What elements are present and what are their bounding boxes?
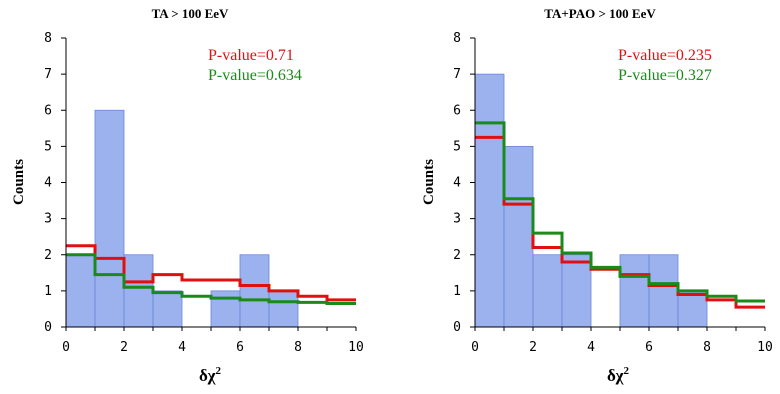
y-tick-label: 6 — [44, 103, 52, 118]
x-tick-label: 2 — [120, 340, 128, 355]
histogram-bar — [152, 290, 183, 328]
x-axis-label-superscript: 2 — [623, 365, 629, 377]
series-line-2 — [66, 253, 356, 306]
histogram-bar — [123, 254, 154, 328]
y-tick-label: 5 — [453, 139, 461, 154]
histogram-bars — [65, 109, 299, 328]
series-line-2 — [475, 121, 765, 303]
histogram-bar — [677, 290, 708, 328]
x-tick-label: 0 — [62, 340, 70, 355]
x-axis-label-base: δχ — [607, 366, 624, 385]
y-tick-label: 6 — [453, 103, 461, 118]
y-tick-label: 7 — [453, 67, 461, 82]
x-axis-label-base: δχ — [199, 366, 216, 385]
x-tick-label: 10 — [757, 340, 773, 355]
chart-title: TA+PAO > 100 EeV — [544, 6, 656, 21]
y-tick-label: 8 — [453, 31, 461, 46]
histogram-bar — [268, 290, 299, 328]
x-tick-label: 6 — [236, 340, 244, 355]
histogram-bar — [94, 109, 125, 328]
y-tick-label: 4 — [453, 176, 461, 191]
histogram-bars — [474, 73, 708, 328]
histogram-bar — [532, 254, 563, 328]
y-tick-label: 8 — [44, 31, 52, 46]
histogram-bar — [561, 254, 592, 328]
p-value-annotation: P-value=0.71 — [208, 47, 294, 64]
x-axis-label-superscript: 2 — [215, 365, 221, 377]
histogram-bar — [619, 254, 650, 328]
histogram-bar — [239, 254, 270, 328]
p-value-annotation: P-value=0.235 — [618, 47, 712, 64]
histogram-bar — [210, 290, 241, 328]
histogram-bar — [503, 145, 534, 328]
y-tick-label: 1 — [44, 284, 52, 299]
x-tick-label: 4 — [178, 340, 186, 355]
y-tick-label: 0 — [453, 320, 461, 335]
y-tick-label: 4 — [44, 176, 52, 191]
x-tick-label: 10 — [348, 340, 364, 355]
p-value-annotation: P-value=0.327 — [618, 67, 712, 84]
histogram-bar — [648, 254, 679, 328]
histogram-bar — [65, 254, 96, 328]
y-tick-label: 5 — [44, 139, 52, 154]
x-tick-label: 2 — [529, 340, 537, 355]
x-tick-label: 8 — [703, 340, 711, 355]
y-axis-label: Counts — [421, 159, 437, 205]
y-tick-label: 7 — [44, 67, 52, 82]
chart-title: TA > 100 EeV — [152, 6, 229, 21]
histogram-bar — [474, 73, 505, 328]
x-tick-label: 6 — [645, 340, 653, 355]
y-tick-label: 0 — [44, 320, 52, 335]
y-tick-label: 2 — [453, 248, 461, 263]
x-tick-label: 0 — [471, 340, 479, 355]
x-axis-label: δχ2 — [607, 365, 629, 385]
x-axis-label: δχ2 — [199, 365, 221, 385]
y-tick-label: 3 — [44, 212, 52, 227]
y-tick-label: 2 — [44, 248, 52, 263]
x-tick-label: 8 — [294, 340, 302, 355]
y-tick-label: 1 — [453, 284, 461, 299]
y-axis-label: Counts — [11, 159, 27, 205]
x-tick-label: 4 — [587, 340, 595, 355]
y-tick-label: 3 — [453, 212, 461, 227]
p-value-annotation: P-value=0.634 — [208, 67, 302, 84]
series-line-1 — [66, 244, 356, 302]
